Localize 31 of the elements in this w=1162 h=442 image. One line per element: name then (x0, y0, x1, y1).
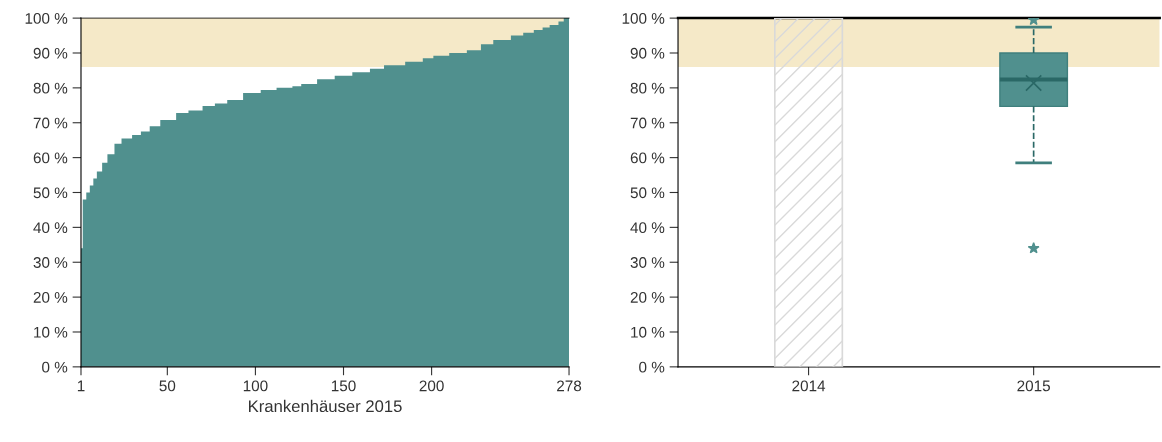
y-tick-label: 50 % (630, 187, 665, 199)
y-tick-label: 40 % (630, 222, 665, 234)
y-tick-label: 80 % (630, 82, 665, 94)
y-tick-label: 50 % (33, 187, 68, 199)
y-tick-label: 30 % (630, 257, 665, 268)
x-tick-label: 200 (419, 380, 444, 392)
x-axis-title: Krankenhäuser 2015 (249, 399, 402, 413)
y-tick-label: 90 % (630, 47, 665, 59)
y-tick-label: 100 % (25, 12, 68, 24)
y-tick-label: 10 % (631, 326, 665, 338)
y-tick-label: 20 % (33, 291, 68, 303)
y-tick-label: 60 % (33, 152, 68, 164)
y-tick-label: 30 % (33, 257, 68, 268)
y-tick-label: 100 % (622, 12, 665, 24)
y-tick-label: 90 % (33, 47, 68, 59)
y-tick-label: 0 % (639, 361, 665, 373)
x-tick-label: 100 (243, 380, 268, 392)
y-tick-label: 10 % (34, 326, 68, 338)
x-tick-label: 278 (557, 380, 582, 392)
x-tick-label: 150 (331, 380, 356, 392)
x-tick-label: 2014 (792, 380, 826, 392)
x-tick-label: 2015 (1017, 380, 1050, 392)
x-tick-label: 1 (77, 380, 85, 392)
y-tick-label: 80 % (33, 82, 68, 94)
y-tick-label: 0 % (42, 361, 68, 373)
y-tick-label: 70 % (630, 117, 665, 129)
x-tick-label: 50 (159, 380, 176, 392)
y-tick-label: 20 % (630, 291, 665, 303)
y-tick-label: 70 % (33, 117, 68, 129)
y-tick-label: 40 % (33, 222, 68, 234)
y-tick-label: 60 % (630, 152, 665, 164)
